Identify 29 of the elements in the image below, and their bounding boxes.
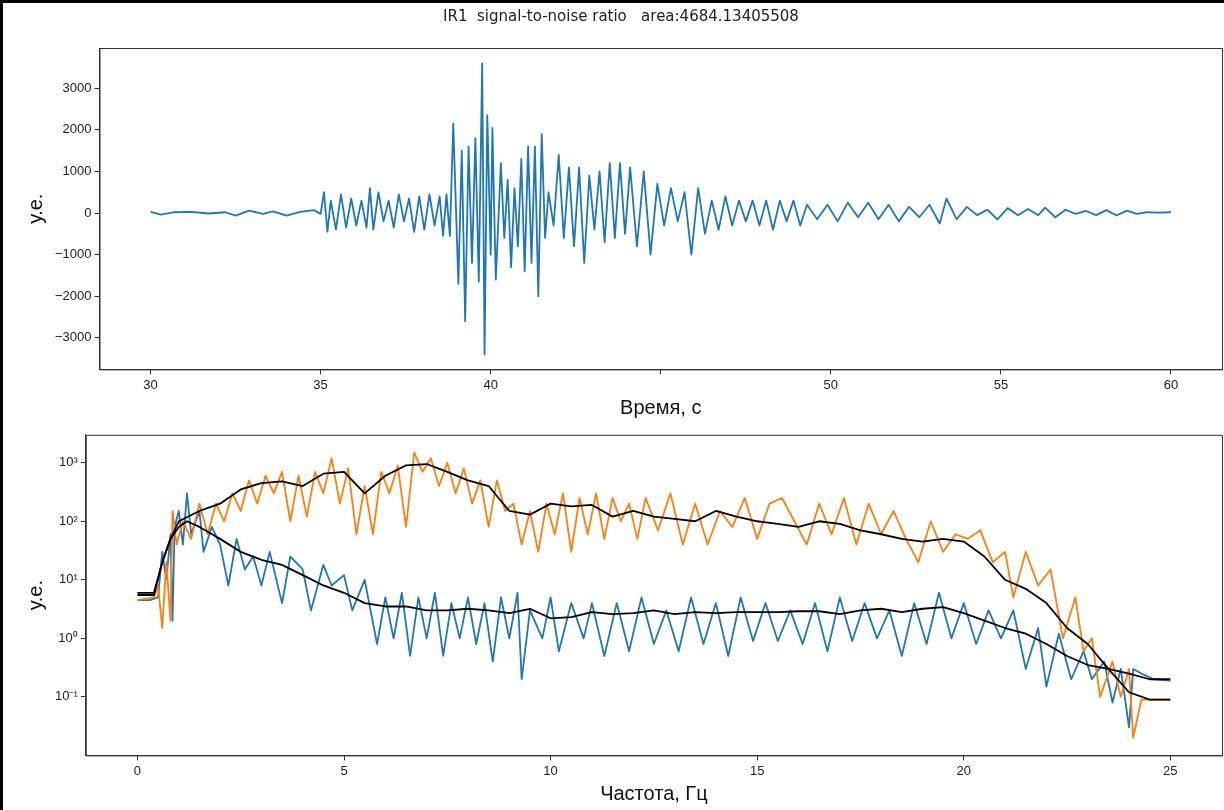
- y-tick-label: 3000: [62, 79, 92, 95]
- y-tick-label: 2000: [62, 121, 92, 137]
- x-tick-label: 50: [823, 376, 839, 392]
- x-tick-label: 5: [340, 762, 348, 778]
- x-tick-label: 15: [749, 762, 765, 778]
- y-tick-label: −2000: [55, 287, 92, 303]
- y-tick-label: −1000: [55, 246, 92, 262]
- y-tick-label: −3000: [55, 329, 92, 345]
- x-tick-label: 10: [543, 762, 558, 778]
- y-axis-title: у.е.: [23, 193, 46, 224]
- y-tick-label: 10²: [58, 512, 79, 528]
- y-tick-label: 1000: [62, 163, 92, 179]
- x-tick-label: 60: [1163, 376, 1179, 392]
- x-tick-label: 35: [313, 376, 328, 392]
- y-tick-label: 10⁰: [58, 629, 78, 645]
- y-tick-label: 10⁻¹: [54, 688, 79, 704]
- x-axis-title: Время, с: [620, 395, 702, 418]
- y-axis-title: у.е.: [23, 579, 46, 611]
- x-tick-label: 55: [993, 376, 1009, 392]
- y-tick-label: 0: [84, 204, 92, 220]
- x-tick-label: 0: [133, 762, 142, 778]
- y-tick-label: 10³: [58, 454, 79, 470]
- x-tick-label: 20: [956, 762, 971, 778]
- chart-title: IR1 signal-to-noise ratio area:4684.13405508: [443, 6, 799, 25]
- x-axis-title: Частота, Гц: [600, 781, 708, 804]
- x-tick-label: 40: [483, 376, 498, 392]
- x-tick-label: 25: [1163, 762, 1178, 778]
- x-tick-label: 30: [143, 376, 158, 392]
- y-tick-label: 10¹: [58, 571, 79, 587]
